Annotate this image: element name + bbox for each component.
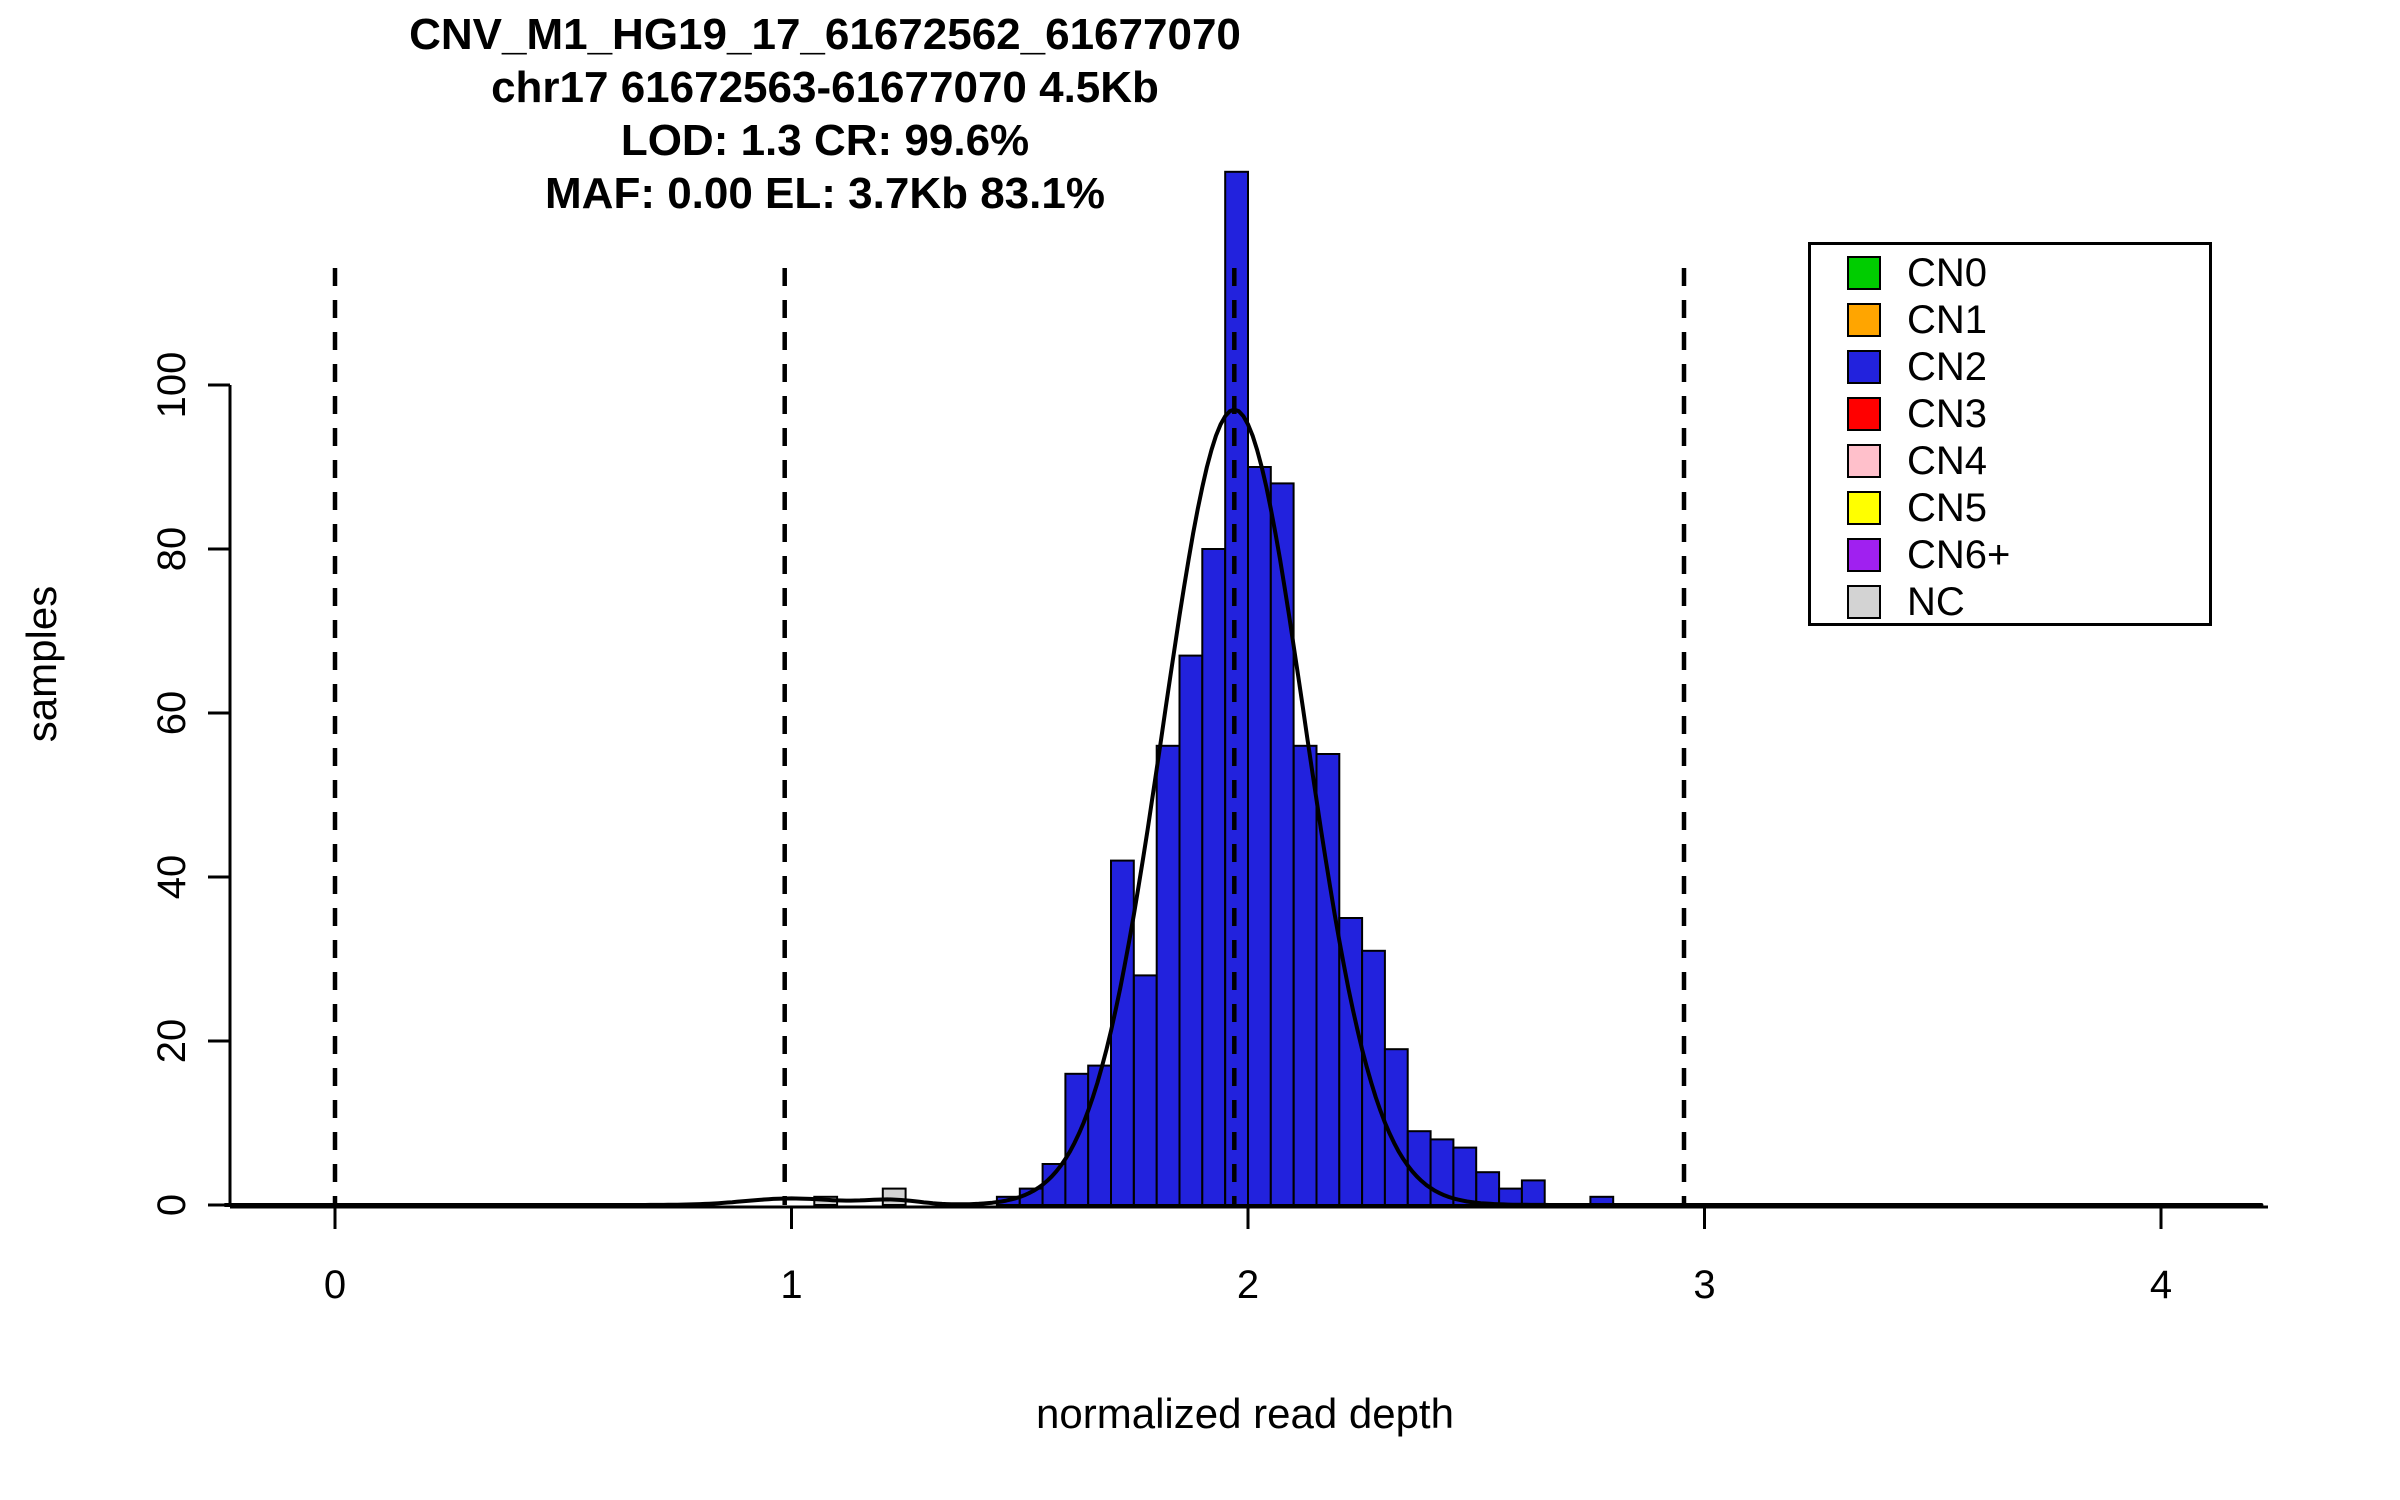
chart-title-line-1: CNV_M1_HG19_17_61672562_61677070 <box>409 10 1241 59</box>
legend-label: CN1 <box>1907 297 1988 342</box>
legend-label: NC <box>1907 579 1965 624</box>
histogram-bar <box>1520 1179 1546 1207</box>
chart-title-line-3: LOD: 1.3 CR: 99.6% <box>620 116 1030 165</box>
fit-curve <box>223 407 2264 1207</box>
legend-row: CN4 <box>1811 437 2209 484</box>
y-tick-label: 0 <box>150 1194 194 1216</box>
legend-swatch-nc <box>1847 584 1881 619</box>
legend-row: CN0 <box>1811 249 2209 296</box>
x-tick-label: 3 <box>1693 1263 1715 1307</box>
histogram-bar <box>1132 974 1158 1207</box>
histogram-bar <box>1155 744 1181 1206</box>
histogram-bar <box>881 1187 907 1206</box>
legend-label: CN6+ <box>1907 532 2011 577</box>
chart-title-block: CNV_M1_HG19_17_61672562_61677070 chr17 6… <box>225 8 1425 220</box>
legend-swatch-cn3 <box>1847 396 1881 431</box>
y-tick-label: 60 <box>150 691 194 736</box>
histogram-bar <box>1178 654 1204 1206</box>
legend-swatch-cn5 <box>1847 490 1881 525</box>
histogram-bar <box>1224 170 1249 1206</box>
histogram-bar <box>1247 466 1272 1206</box>
histogram-bar <box>1201 548 1227 1206</box>
histogram-bar <box>1292 744 1318 1206</box>
cn-boundary-lines <box>332 268 1687 1205</box>
x-axis: 0 1 2 3 4 <box>230 1205 2268 1307</box>
legend-row: CN3 <box>1811 390 2209 437</box>
histogram-bar <box>1475 1171 1501 1206</box>
legend-swatch-cn1 <box>1847 302 1881 337</box>
y-tick-label: 100 <box>150 352 194 419</box>
legend-row: CN6+ <box>1811 531 2209 578</box>
x-tick-label: 2 <box>1237 1263 1259 1307</box>
histogram-bars <box>813 170 1615 1207</box>
y-axis-label: samples <box>18 585 65 743</box>
x-tick-label: 1 <box>780 1263 802 1307</box>
histogram-bar <box>1041 1163 1067 1206</box>
x-axis-label: normalized read depth <box>1036 1390 1454 1437</box>
y-tick-label: 20 <box>150 1019 194 1064</box>
legend-row: CN2 <box>1811 343 2209 390</box>
legend-label: CN3 <box>1907 391 1988 436</box>
legend-entries: CN0 CN1 CN2 CN3 CN4 CN5 CN6+ NC <box>1811 249 2209 625</box>
chart-title-line-4: MAF: 0.00 EL: 3.7Kb 83.1% <box>545 169 1105 218</box>
histogram-bar <box>1452 1146 1478 1206</box>
y-tick-label: 80 <box>150 527 194 572</box>
legend-label: CN4 <box>1907 438 1988 483</box>
legend-label: CN5 <box>1907 485 1988 530</box>
y-tick-label: 40 <box>150 855 194 900</box>
legend-swatch-cn4 <box>1847 443 1881 478</box>
legend-swatch-cn2 <box>1847 349 1881 384</box>
legend-box: CN0 CN1 CN2 CN3 CN4 CN5 CN6+ NC <box>1808 242 2212 626</box>
legend-swatch-cn6plus <box>1847 537 1881 572</box>
legend-label: CN0 <box>1907 250 1988 295</box>
histogram-bar <box>1087 1064 1112 1206</box>
fit-curve-group <box>223 407 2264 1207</box>
legend-row: NC <box>1811 578 2209 625</box>
legend-row: CN1 <box>1811 296 2209 343</box>
histogram-bar <box>1110 859 1135 1206</box>
y-axis: 0 20 40 60 80 100 <box>150 352 232 1216</box>
legend-row: CN5 <box>1811 484 2209 531</box>
x-tick-label: 4 <box>2150 1263 2172 1307</box>
histogram-bar <box>1269 482 1295 1206</box>
legend-label: CN2 <box>1907 344 1988 389</box>
legend-swatch-cn0 <box>1847 255 1881 290</box>
chart-title-line-2: chr17 61672563-61677070 4.5Kb <box>491 63 1159 112</box>
x-tick-label: 0 <box>324 1263 346 1307</box>
histogram-bar <box>1361 949 1386 1206</box>
